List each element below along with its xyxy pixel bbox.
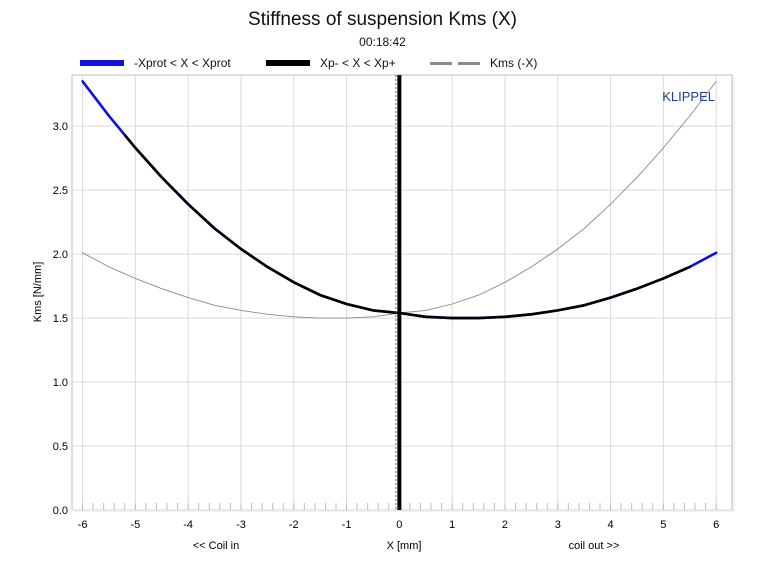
legend-item-xprot[interactable]: -Xprot < X < Xprot — [80, 54, 231, 72]
legend-swatch-xprot — [80, 60, 124, 66]
y-axis-label: Kms [N/mm] — [32, 262, 44, 323]
x-tick-label: -6 — [78, 519, 88, 531]
x-tick-label: -3 — [236, 519, 246, 531]
y-tick-label: 1.0 — [53, 377, 68, 389]
minor-ticks — [82, 503, 717, 510]
legend-swatch-xp — [266, 60, 310, 66]
x-tick-label: 3 — [555, 519, 561, 531]
chart-subtitle: 00:18:42 — [359, 35, 406, 49]
legend-label-xprot: -Xprot < X < Xprot — [134, 56, 231, 70]
y-tick-label: 2.0 — [53, 249, 68, 261]
x-tick-labels: -6 -5 -4 -3 -2 -1 0 1 2 3 4 5 6 — [78, 519, 720, 531]
legend-item-kms-neg[interactable]: Kms (-X) — [430, 54, 537, 72]
x-tick-label: -5 — [130, 519, 140, 531]
legend-label-xp: Xp- < X < Xp+ — [320, 56, 396, 70]
x-axis-label: X [mm] — [387, 540, 422, 552]
x-tick-label: -1 — [342, 519, 352, 531]
y-tick-label: 0.5 — [53, 441, 68, 453]
x-tick-label: 5 — [660, 519, 666, 531]
x-tick-label: -2 — [289, 519, 299, 531]
x-tick-label: 0 — [396, 519, 402, 531]
legend-swatch-kms-neg — [430, 61, 480, 65]
y-tick-label: 0.0 — [53, 505, 68, 517]
y-tick-label: 1.5 — [53, 313, 68, 325]
x-axis-label-right: coil out >> — [569, 540, 620, 552]
plot-area — [71, 74, 733, 511]
x-tick-label: 2 — [502, 519, 508, 531]
y-tick-label: 2.5 — [53, 185, 68, 197]
chart-legend: -Xprot < X < Xprot Xp- < X < Xp+ Kms (-X… — [0, 54, 765, 72]
x-tick-label: -4 — [183, 519, 193, 531]
x-tick-label: 1 — [449, 519, 455, 531]
x-axis-label-left: << Coil in — [193, 540, 239, 552]
legend-item-xp[interactable]: Xp- < X < Xp+ — [266, 54, 396, 72]
legend-label-kms-neg: Kms (-X) — [490, 56, 538, 70]
y-tick-labels: 0.0 0.5 1.0 1.5 2.0 2.5 3.0 — [53, 121, 68, 517]
x-tick-label: 6 — [713, 519, 719, 531]
y-tick-label: 3.0 — [53, 121, 68, 133]
chart-title: Stiffness of suspension Kms (X) — [248, 9, 517, 30]
x-tick-label: 4 — [607, 519, 613, 531]
klippel-watermark: KLIPPEL — [662, 89, 715, 104]
